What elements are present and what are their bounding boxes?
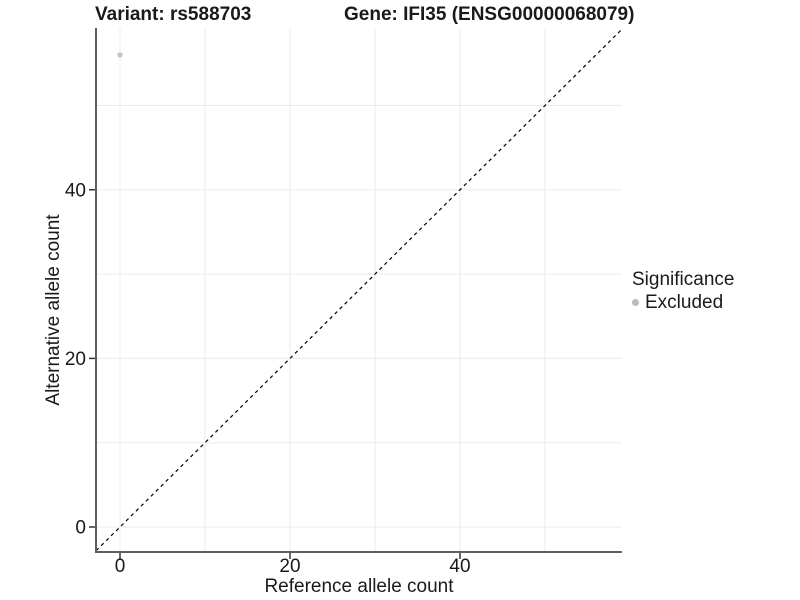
y-axis-title: Alternative allele count <box>43 214 64 406</box>
excluded-point-icon <box>632 299 639 306</box>
x-tick-label: 40 <box>449 556 470 577</box>
data-point-excluded <box>117 52 123 58</box>
legend-title: Significance <box>632 269 735 290</box>
plot-title-variant: Variant: rs588703 <box>95 4 252 25</box>
x-axis-title: Reference allele count <box>264 576 454 597</box>
legend: Significance Excluded <box>632 268 734 314</box>
x-tick-label: 20 <box>279 556 300 577</box>
y-tick-label: 20 <box>65 349 86 370</box>
legend-item-excluded: Excluded <box>632 291 734 314</box>
identity-reference-line <box>95 29 622 552</box>
legend-item-label: Excluded <box>645 292 724 313</box>
y-tick-label: 40 <box>65 180 86 201</box>
x-tick-label: 0 <box>115 556 126 577</box>
y-tick-label: 0 <box>75 518 86 539</box>
plot-title-gene: Gene: IFI35 (ENSG00000068079) <box>344 4 635 25</box>
